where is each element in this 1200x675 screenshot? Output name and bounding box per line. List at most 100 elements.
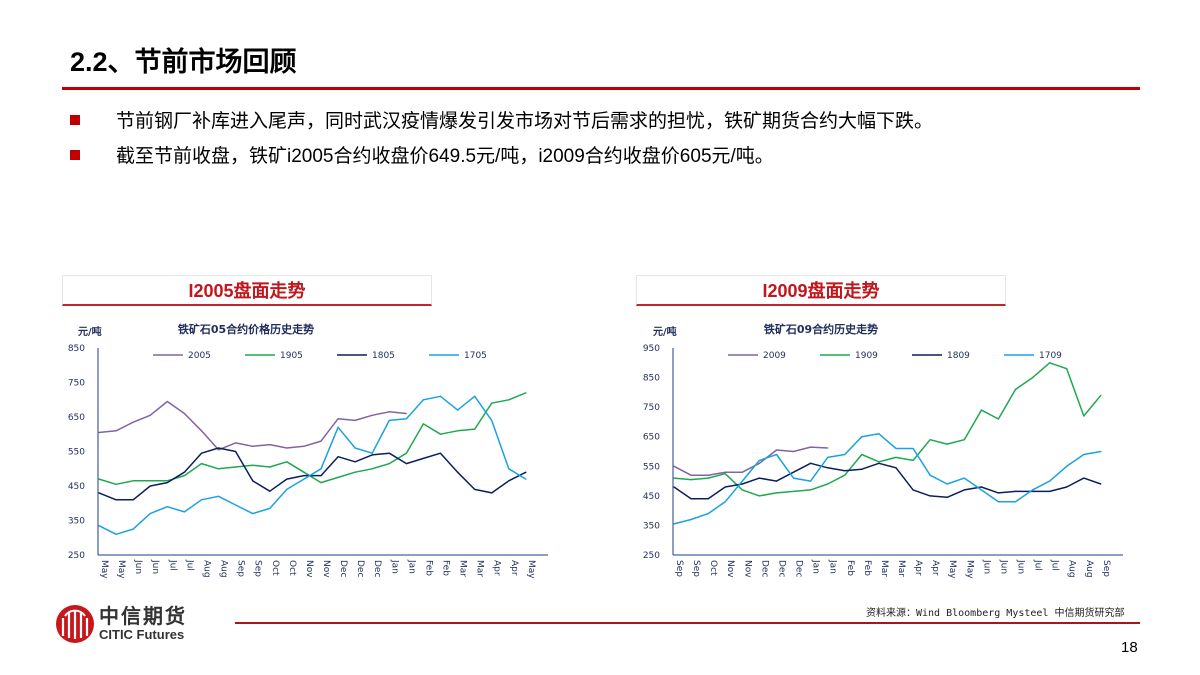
data-point-1809 bbox=[690, 498, 692, 500]
chart-i2009: 铁矿石09合约历史走势 元/吨 250 350 450 550 650 750 850 950 Se… bbox=[643, 322, 1123, 579]
y-tick-label: 350 bbox=[643, 521, 660, 531]
data-point-1909 bbox=[946, 443, 948, 445]
x-tick-label: Nov bbox=[321, 560, 331, 578]
x-tick-label: May bbox=[116, 560, 126, 579]
y-tick-label: 450 bbox=[643, 492, 660, 502]
data-point-1905 bbox=[286, 461, 288, 463]
data-point-1905 bbox=[337, 476, 339, 478]
data-point-1805 bbox=[132, 499, 134, 501]
data-point-1809 bbox=[810, 462, 812, 464]
data-point-1905 bbox=[371, 468, 373, 470]
x-tick-label: Oct bbox=[270, 560, 280, 576]
y-tick-label: 550 bbox=[68, 448, 85, 458]
data-point-1909 bbox=[861, 453, 863, 456]
data-point-1709 bbox=[912, 447, 914, 450]
x-tick-label: Dec bbox=[355, 560, 365, 577]
data-point-1709 bbox=[792, 477, 795, 479]
x-tick-label: Sep bbox=[253, 560, 263, 577]
x-tick-label: Jun bbox=[981, 559, 991, 574]
data-point-1805 bbox=[371, 454, 373, 456]
x-tick-label: Jun bbox=[1016, 559, 1026, 574]
data-point-1805 bbox=[474, 488, 476, 491]
data-point-1805 bbox=[337, 456, 339, 458]
data-point-1705 bbox=[508, 468, 510, 470]
citic-futures-logo: 中信期货 CITIC Futures bbox=[55, 604, 187, 644]
data-point-1909 bbox=[1100, 394, 1102, 396]
data-point-1905 bbox=[508, 399, 510, 401]
data-point-1809 bbox=[1049, 490, 1051, 493]
legend-label-1705: 1705 bbox=[464, 351, 487, 361]
x-tick-label: Nov bbox=[742, 560, 752, 578]
data-point-1709 bbox=[1083, 453, 1085, 456]
data-point-1809 bbox=[758, 477, 760, 479]
data-point-1905 bbox=[115, 483, 117, 485]
data-point-2009 bbox=[741, 471, 743, 473]
data-point-1905 bbox=[183, 475, 185, 477]
y-tick-label: 550 bbox=[643, 462, 660, 472]
data-point-1705 bbox=[491, 419, 493, 422]
data-point-1805 bbox=[439, 452, 442, 454]
citic-logo-icon bbox=[56, 605, 94, 643]
data-point-1805 bbox=[98, 492, 100, 494]
data-point-1805 bbox=[525, 471, 527, 473]
data-point-1705 bbox=[149, 513, 151, 515]
data-point-1809 bbox=[724, 486, 726, 488]
x-tick-label: Dec bbox=[776, 560, 786, 577]
data-point-1809 bbox=[775, 480, 778, 482]
data-point-1809 bbox=[895, 467, 897, 469]
data-point-1709 bbox=[810, 480, 812, 482]
data-point-1705 bbox=[337, 426, 339, 428]
data-point-1809 bbox=[1066, 486, 1068, 488]
x-tick-label: Apr bbox=[930, 560, 940, 576]
source-note: 资料来源：Wind Bloomberg Mysteel 中信期货研究部 bbox=[866, 608, 1125, 619]
data-point-1705 bbox=[456, 409, 459, 411]
data-point-1805 bbox=[456, 471, 459, 473]
title-divider bbox=[62, 87, 1140, 90]
bullet-text: 节前钢厂补库进入尾声，同时武汉疫情爆发引发市场对节后需求的担忧，铁矿期货合约大幅… bbox=[116, 111, 934, 132]
legend-label-1809: 1809 bbox=[947, 351, 970, 361]
x-tick-label: May bbox=[947, 560, 957, 579]
data-point-1905 bbox=[132, 480, 134, 482]
data-point-2005 bbox=[166, 400, 168, 403]
x-tick-label: Aug bbox=[219, 560, 229, 578]
data-point-2005 bbox=[98, 431, 100, 434]
y-axis-unit: 元/吨 bbox=[78, 325, 102, 338]
series-line-1809 bbox=[673, 462, 1102, 500]
data-point-2005 bbox=[115, 430, 117, 432]
data-point-1905 bbox=[474, 428, 476, 430]
data-point-2009 bbox=[775, 449, 778, 451]
data-point-1809 bbox=[878, 462, 880, 464]
data-point-1705 bbox=[388, 419, 390, 422]
data-point-1805 bbox=[320, 475, 322, 477]
series-line-1705 bbox=[98, 395, 527, 536]
data-point-1905 bbox=[269, 466, 271, 468]
bullet-square-icon bbox=[70, 149, 80, 160]
data-point-1809 bbox=[1031, 490, 1034, 493]
data-point-1809 bbox=[1100, 483, 1102, 485]
panel-header-i2005: I2005盘面走势 bbox=[62, 275, 432, 306]
data-point-1709 bbox=[758, 459, 760, 461]
data-point-1809 bbox=[1083, 477, 1085, 479]
data-point-2009 bbox=[707, 474, 709, 476]
y-tick-label: 750 bbox=[643, 403, 660, 413]
series-line-1805 bbox=[98, 447, 527, 501]
data-point-1709 bbox=[690, 518, 692, 521]
data-point-1709 bbox=[980, 489, 982, 491]
bullet-square-icon bbox=[70, 114, 80, 125]
footer-divider bbox=[235, 622, 1140, 624]
series-line-1905 bbox=[98, 392, 527, 486]
data-point-1805 bbox=[422, 457, 425, 459]
data-point-1905 bbox=[388, 462, 390, 465]
data-point-1909 bbox=[1083, 415, 1085, 417]
data-point-1909 bbox=[1031, 376, 1034, 379]
data-point-1805 bbox=[303, 475, 305, 477]
data-point-2005 bbox=[371, 414, 373, 416]
data-point-1705 bbox=[286, 488, 288, 491]
chart-title: 铁矿石09合约历史走势 bbox=[764, 322, 878, 336]
x-tick-label: Dec bbox=[338, 560, 348, 577]
x-tick-label: Feb bbox=[423, 560, 433, 576]
x-tick-label: Oct bbox=[287, 560, 297, 576]
data-point-1809 bbox=[946, 496, 948, 498]
data-point-1709 bbox=[844, 453, 846, 456]
x-tick-label: Mar bbox=[879, 560, 889, 577]
